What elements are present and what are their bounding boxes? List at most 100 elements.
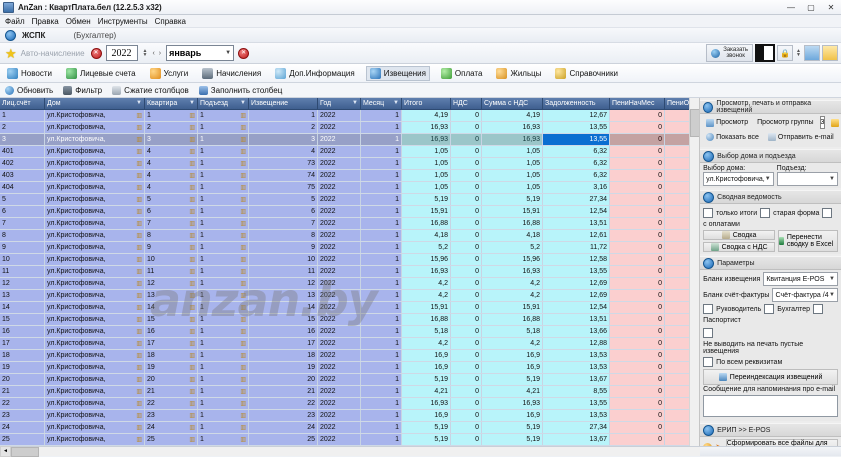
cell-house[interactable]: ▥ ул.Кристофовича,	[44, 325, 145, 338]
cell-month[interactable]: 1	[360, 169, 402, 182]
cell-total[interactable]: 16,9	[401, 409, 451, 422]
maximize-icon[interactable]: ▢	[807, 2, 815, 12]
cell-nds[interactable]: 0	[450, 313, 482, 326]
cell-acct[interactable]: 402	[0, 157, 45, 170]
cell-entrance[interactable]: ▥1	[197, 325, 249, 338]
cell-editor-icon[interactable]: ▥	[189, 329, 195, 335]
cell-notice[interactable]: 10	[248, 253, 318, 266]
cell-acct[interactable]: 10	[0, 253, 45, 266]
table-row[interactable]: 11 ▥ ул.Кристофовича, ▥ 11 ▥ 1 11 2022 1 16,93 0 16,…	[0, 265, 700, 278]
cell-editor-icon[interactable]: ▥	[136, 317, 142, 323]
cell-year[interactable]: 2022	[317, 265, 361, 278]
cell-house[interactable]: ▥ ул.Кристофовича,	[44, 289, 145, 302]
cell-house[interactable]: ▥ ул.Кристофовича,	[44, 145, 145, 158]
cell-peniNach[interactable]: 0	[609, 385, 665, 398]
cell-notice[interactable]: 1	[248, 109, 318, 122]
cell-editor-icon[interactable]: ▥	[136, 257, 142, 263]
cell-debt[interactable]: 12,67	[542, 109, 610, 122]
cell-editor-icon[interactable]: ▥	[240, 125, 246, 131]
cell-flat[interactable]: ▥ 16	[144, 325, 198, 338]
cell-sum_nds[interactable]: 16,93	[481, 397, 543, 410]
ribbon-tab-payment[interactable]: Оплата	[438, 67, 486, 80]
cell-editor-icon[interactable]: ▥	[240, 413, 246, 419]
cell-acct[interactable]: 6	[0, 205, 45, 218]
cell-editor-icon[interactable]: ▥	[240, 197, 246, 203]
cell-debt[interactable]: 13,51	[542, 313, 610, 326]
ribbon-tab-extra-info[interactable]: Доп.Информация	[272, 67, 358, 80]
cell-debt[interactable]: 27,34	[542, 421, 610, 434]
checkbox-totals-only[interactable]	[703, 208, 714, 218]
cell-total[interactable]: 1,05	[401, 181, 451, 194]
cell-entrance[interactable]: ▥1	[197, 229, 249, 242]
cell-month[interactable]: 1	[360, 385, 402, 398]
cell-acct[interactable]: 22	[0, 397, 45, 410]
cell-acct[interactable]: 5	[0, 193, 45, 206]
cell-total[interactable]: 5,19	[401, 421, 451, 434]
cell-editor-icon[interactable]: ▥	[136, 413, 142, 419]
cell-month[interactable]: 1	[360, 265, 402, 278]
cell-month[interactable]: 1	[360, 181, 402, 194]
house-select-dropdown[interactable]: ул.Кристофовича, ▼	[703, 172, 774, 186]
cell-debt[interactable]: 3,16	[542, 181, 610, 194]
cell-notice[interactable]: 13	[248, 289, 318, 302]
cell-notice[interactable]: 8	[248, 229, 318, 242]
cell-notice[interactable]: 22	[248, 397, 318, 410]
ribbon-tab-news[interactable]: Новости	[4, 67, 55, 80]
checkbox-passport-officer[interactable]	[813, 304, 824, 314]
cell-notice[interactable]: 73	[248, 157, 318, 170]
cell-peniNach[interactable]: 0	[609, 157, 665, 170]
cell-notice[interactable]: 9	[248, 241, 318, 254]
cell-nds[interactable]: 0	[450, 205, 482, 218]
window-icon[interactable]	[804, 45, 820, 61]
cell-entrance[interactable]: ▥1	[197, 409, 249, 422]
cell-editor-icon[interactable]: ▥	[136, 389, 142, 395]
cell-total[interactable]: 4,2	[401, 277, 451, 290]
cell-total[interactable]: 16,93	[401, 121, 451, 134]
cell-editor-icon[interactable]: ▥	[189, 389, 195, 395]
cell-editor-icon[interactable]: ▥	[189, 377, 195, 383]
cell-year[interactable]: 2022	[317, 133, 361, 146]
ribbon-tab-notices[interactable]: Извещения	[365, 65, 430, 81]
cell-acct[interactable]: 23	[0, 409, 45, 422]
cell-nds[interactable]: 0	[450, 301, 482, 314]
cell-debt[interactable]: 13,67	[542, 373, 610, 386]
cell-house[interactable]: ▥ ул.Кристофовича,	[44, 193, 145, 206]
cell-debt[interactable]: 13,53	[542, 409, 610, 422]
cell-total[interactable]: 15,91	[401, 205, 451, 218]
table-row[interactable]: 20 ▥ ул.Кристофовича, ▥ 20 ▥ 1 20 2022 1 5,19 0 5,19…	[0, 373, 700, 386]
cell-entrance[interactable]: ▥1	[197, 289, 249, 302]
cell-month[interactable]: 1	[360, 361, 402, 374]
cell-total[interactable]: 16,88	[401, 217, 451, 230]
cell-nds[interactable]: 0	[450, 445, 482, 446]
cell-house[interactable]: ▥ ул.Кристофовича,	[44, 229, 145, 242]
cell-peniNach[interactable]: 0	[609, 133, 665, 146]
cell-nds[interactable]: 0	[450, 277, 482, 290]
checkbox-director[interactable]	[703, 304, 714, 314]
cell-total[interactable]: 16,93	[401, 265, 451, 278]
cell-acct[interactable]: 20	[0, 373, 45, 386]
reindex-notices-button[interactable]: Переиндексация извещений	[703, 369, 838, 385]
cell-notice[interactable]: 75	[248, 181, 318, 194]
cell-total[interactable]: 4,2	[401, 289, 451, 302]
cell-year[interactable]: 2022	[317, 277, 361, 290]
cell-editor-icon[interactable]: ▥	[240, 317, 246, 323]
cell-year[interactable]: 2022	[317, 241, 361, 254]
cell-editor-icon[interactable]: ▥	[240, 281, 246, 287]
menu-item-edit[interactable]: Правка	[31, 16, 59, 26]
column-header-debt[interactable]: Задолженность	[542, 98, 610, 110]
cell-flat[interactable]: ▥ 12	[144, 277, 198, 290]
cell-editor-icon[interactable]: ▥	[136, 365, 142, 371]
cell-debt[interactable]: 12,61	[542, 229, 610, 242]
cell-editor-icon[interactable]: ▥	[189, 161, 195, 167]
cell-acct[interactable]: 401	[0, 145, 45, 158]
cell-notice[interactable]: 6	[248, 205, 318, 218]
cell-peniNach[interactable]: 0	[609, 121, 665, 134]
cell-editor-icon[interactable]: ▥	[240, 293, 246, 299]
cell-editor-icon[interactable]: ▥	[240, 149, 246, 155]
cell-acct[interactable]: 19	[0, 361, 45, 374]
cell-nds[interactable]: 0	[450, 181, 482, 194]
cell-month[interactable]: 1	[360, 409, 402, 422]
cell-flat[interactable]: ▥ 6	[144, 205, 198, 218]
ribbon-tab-residents[interactable]: Жильцы	[493, 67, 544, 80]
cell-peniNach[interactable]: 0	[609, 193, 665, 206]
